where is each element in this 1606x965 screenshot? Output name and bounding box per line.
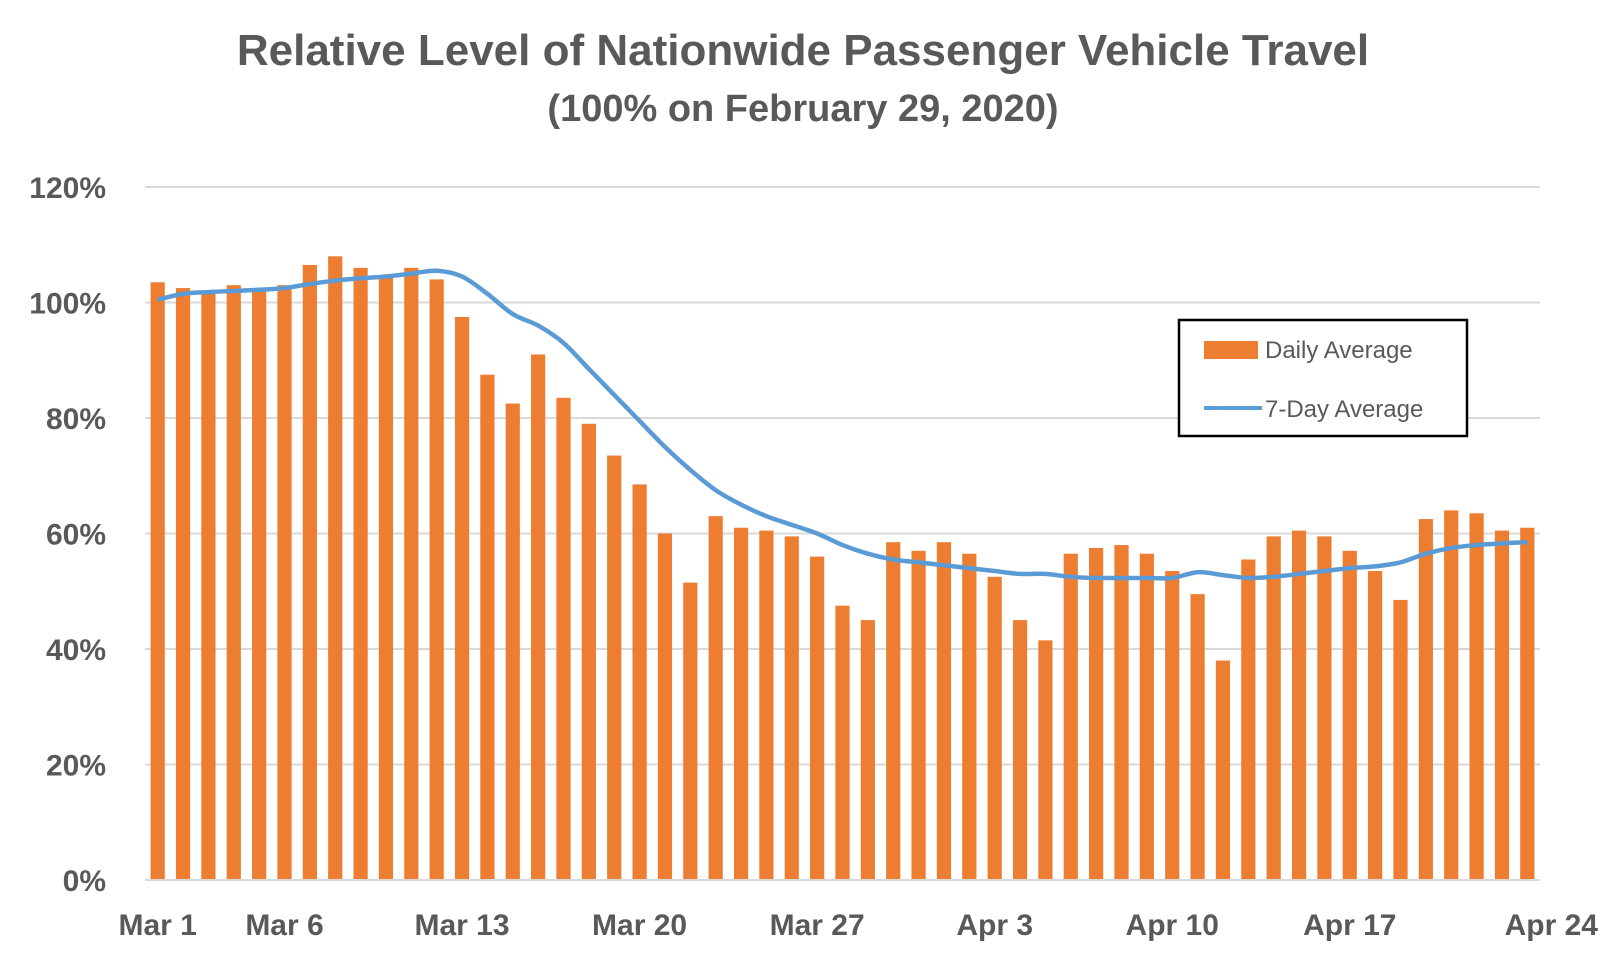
- bar-daily-average: [1494, 530, 1510, 880]
- bar-daily-average: [556, 397, 571, 880]
- bar-daily-average: [1368, 571, 1383, 880]
- line-series-7-day-average: [157, 268, 1528, 581]
- x-tick-label: Mar 13: [415, 909, 510, 942]
- bar-series-daily-average: [150, 256, 1535, 881]
- bar-daily-average: [1342, 550, 1357, 880]
- chart-title: Relative Level of Nationwide Passenger V…: [236, 26, 1370, 75]
- bar-daily-average: [657, 533, 673, 880]
- x-tick-label: Apr 24: [1505, 909, 1599, 942]
- bar-daily-average: [150, 282, 165, 881]
- y-tick-label: 20%: [46, 750, 106, 783]
- bar-daily-average: [1393, 599, 1408, 880]
- chart-subtitle: (100% on February 29, 2020): [547, 88, 1059, 130]
- bar-daily-average: [252, 288, 267, 880]
- bar-daily-average: [353, 267, 368, 881]
- y-tick-label: 40%: [46, 634, 106, 667]
- y-axis-ticks: 0% 20% 40% 60% 80% 100% 120%: [29, 172, 106, 898]
- bar-daily-average: [1089, 547, 1104, 880]
- bar-daily-average: [708, 516, 723, 880]
- y-tick-label: 120%: [29, 172, 106, 205]
- bar-daily-average: [835, 605, 850, 880]
- bar-daily-average: [1063, 553, 1078, 880]
- bar-daily-average: [201, 290, 216, 880]
- bar-daily-average: [860, 620, 875, 880]
- bar-daily-average: [607, 455, 622, 880]
- legend-label-7-day-average: 7-Day Average: [1265, 396, 1423, 423]
- legend-box: [1177, 318, 1469, 438]
- bar-daily-average: [1114, 545, 1129, 880]
- bar-daily-average: [1190, 594, 1205, 880]
- bar-daily-average: [1266, 536, 1281, 880]
- y-tick-label: 100%: [29, 288, 106, 321]
- bar-daily-average: [454, 316, 470, 880]
- bar-daily-average: [911, 550, 926, 880]
- bar-daily-average: [404, 267, 419, 881]
- bar-daily-average: [1012, 620, 1028, 880]
- bar-daily-average: [302, 264, 317, 880]
- bar-daily-average: [1418, 519, 1433, 880]
- x-tick-label: Mar 20: [592, 909, 687, 942]
- bar-daily-average: [175, 288, 191, 880]
- legend: Daily Average 7-Day Average: [1177, 318, 1469, 438]
- bar-daily-average: [429, 279, 444, 880]
- bar-daily-average: [987, 576, 1002, 880]
- bar-daily-average: [632, 484, 647, 880]
- bar-daily-average: [480, 374, 495, 880]
- bar-daily-average: [1469, 513, 1484, 880]
- x-tick-label: Apr 3: [956, 909, 1033, 942]
- y-tick-label: 80%: [46, 403, 106, 436]
- bar-daily-average: [1291, 530, 1307, 880]
- legend-label-daily-average: Daily Average: [1265, 337, 1413, 364]
- y-tick-label: 60%: [46, 519, 106, 552]
- bar-daily-average: [277, 285, 292, 880]
- bar-daily-average: [1317, 536, 1332, 880]
- bar-daily-average: [531, 354, 546, 881]
- bar-daily-average: [1444, 510, 1459, 880]
- legend-swatch-daily-average: [1204, 341, 1258, 359]
- bar-daily-average: [1520, 527, 1535, 880]
- x-tick-label: Mar 27: [770, 909, 865, 942]
- line-7-day-average: [157, 268, 1528, 581]
- bar-daily-average: [378, 276, 394, 880]
- y-tick-label: 0%: [63, 865, 106, 898]
- x-tick-label: Apr 10: [1126, 909, 1219, 942]
- x-tick-label: Apr 17: [1303, 909, 1396, 942]
- bar-daily-average: [784, 536, 799, 880]
- bar-daily-average: [226, 285, 241, 880]
- bar-daily-average: [886, 542, 901, 880]
- bar-daily-average: [683, 582, 698, 880]
- bar-daily-average: [1038, 640, 1053, 880]
- bar-daily-average: [810, 556, 825, 880]
- bar-daily-average: [962, 553, 977, 880]
- bar-daily-average: [1215, 660, 1231, 880]
- x-tick-label: Mar 1: [118, 909, 196, 942]
- bar-daily-average: [505, 403, 520, 880]
- bar-daily-average: [759, 530, 774, 880]
- x-tick-label: Mar 6: [245, 909, 323, 942]
- bar-daily-average: [1241, 559, 1256, 880]
- bar-daily-average: [936, 542, 952, 880]
- bar-daily-average: [1139, 553, 1154, 880]
- x-axis-ticks: Mar 1 Mar 6 Mar 13 Mar 20 Mar 27 Apr 3 Apr 10 A…: [118, 909, 1598, 942]
- bar-daily-average: [581, 423, 596, 880]
- bar-daily-average: [733, 527, 749, 880]
- bar-daily-average: [328, 256, 343, 880]
- bar-daily-average: [1165, 571, 1180, 880]
